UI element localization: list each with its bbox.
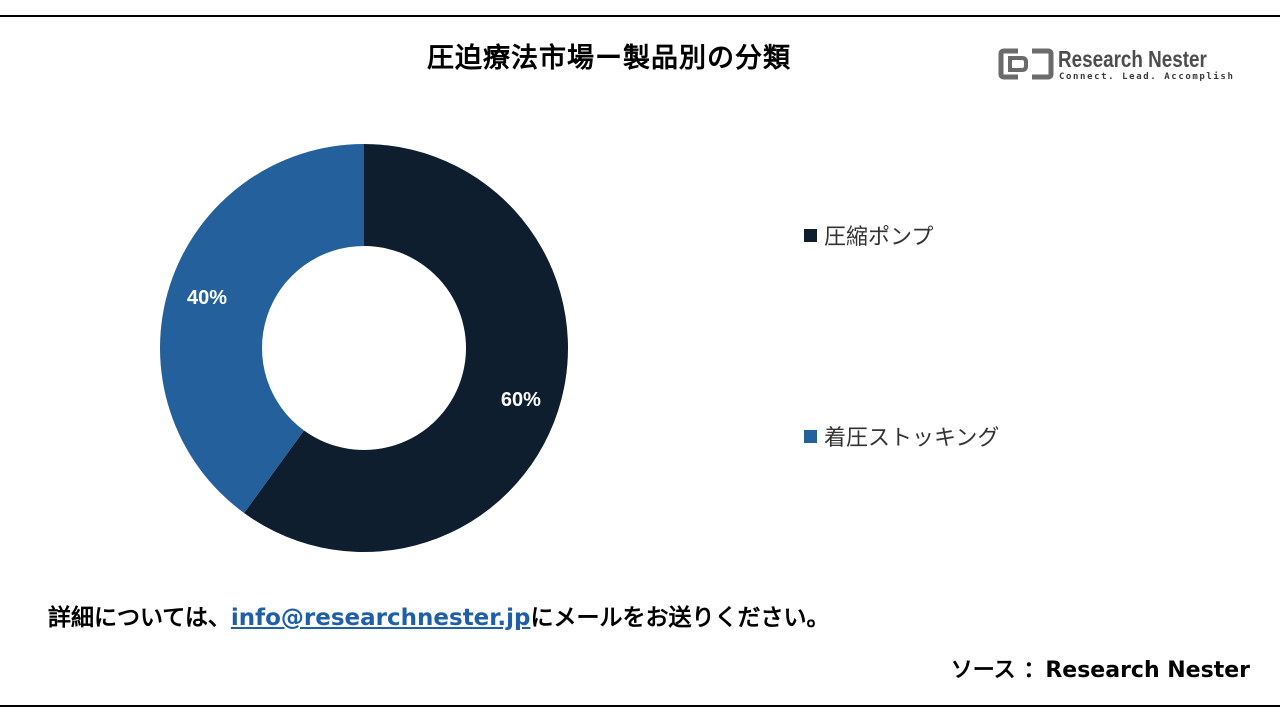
contact-suffix: にメールをお送りください。 [530, 605, 830, 631]
logo-tagline: Connect. Lead. Accomplish [1059, 72, 1235, 82]
donut-slice-1 [244, 144, 568, 552]
donut-slice-2 [159, 143, 364, 514]
chart-title: 圧迫療法市場ー製品別の分類 [427, 43, 791, 74]
donut-slices [159, 143, 568, 552]
research-nester-logo: Research Nester Connect. Lead. Accomplis… [998, 46, 1233, 86]
slice-label-2: 40% [187, 287, 227, 309]
legend-item-2: 着圧ストッキング [804, 421, 999, 451]
bottom-rule [0, 705, 1280, 707]
slice-label-1: 60% [501, 389, 541, 411]
logo-mark-icon [998, 48, 1054, 80]
legend-label-2: 着圧ストッキング [824, 426, 1000, 451]
source-note: ソース ：Research Nester [950, 658, 1250, 683]
legend-label-1: 圧縮ポンプ [824, 225, 934, 250]
logo-name: Research Nester [1058, 46, 1207, 72]
top-rule [0, 15, 1280, 17]
contact-prefix: 詳細については、 [48, 605, 231, 631]
contact-line: 詳細については、info@researchnester.jpにメールをお送りくだ… [48, 598, 829, 632]
legend-swatch-1 [804, 228, 817, 242]
contact-email-link[interactable]: info@researchnester.jp [230, 605, 531, 631]
legend-swatch-2 [804, 429, 817, 443]
legend-item-1: 圧縮ポンプ [804, 220, 933, 250]
donut-labels: 60% 40% [187, 287, 541, 411]
